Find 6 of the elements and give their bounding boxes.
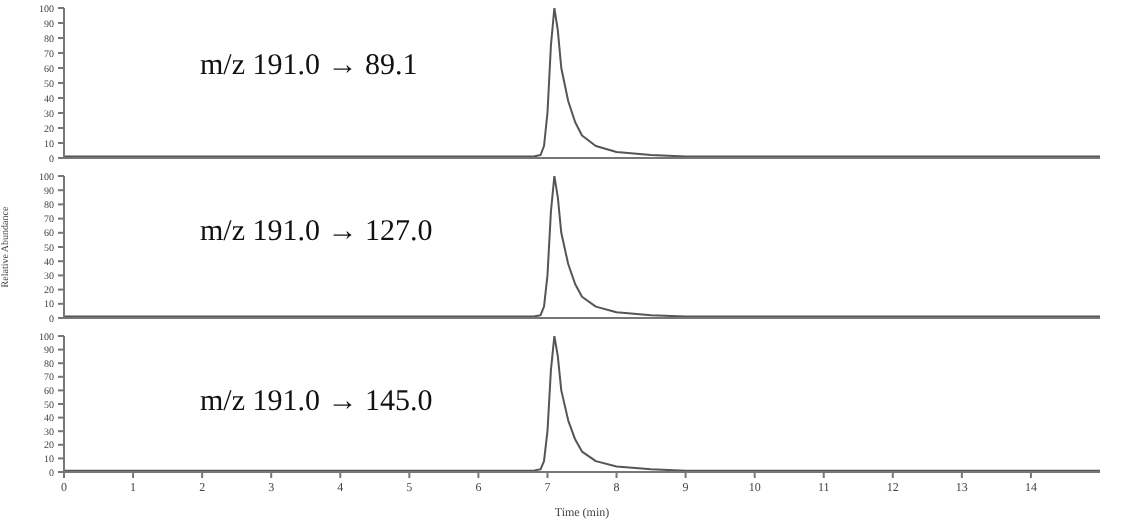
annotation: m/z 191.0 → 145.0: [200, 385, 433, 420]
annotation: m/z 191.0 → 127.0: [200, 216, 433, 250]
line-series: [64, 8, 1100, 158]
annotation: m/z 191.0 → 89.1: [200, 50, 418, 85]
line-series: [64, 176, 1100, 318]
line-series: [64, 336, 1100, 472]
